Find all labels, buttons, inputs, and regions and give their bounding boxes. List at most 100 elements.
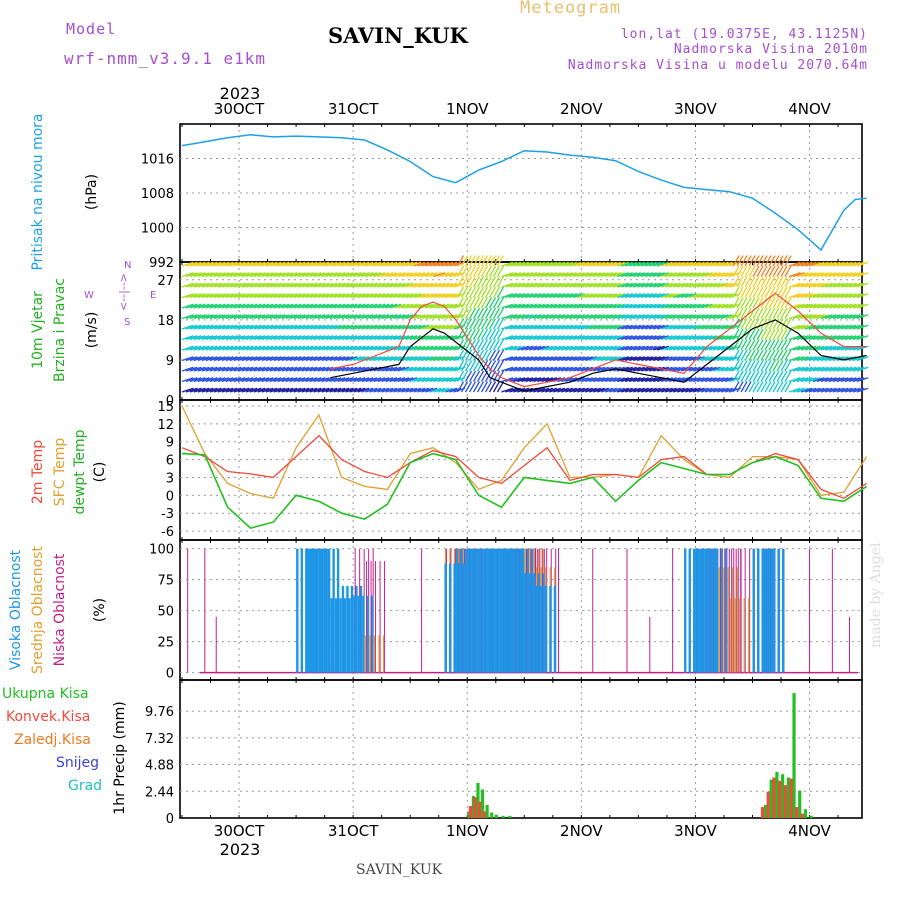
wind-barb — [597, 261, 609, 267]
wind-barb — [708, 272, 721, 278]
wind-barb — [257, 366, 270, 372]
wind-barb — [460, 255, 469, 267]
wind-barb — [333, 314, 346, 320]
wind-barb — [836, 303, 849, 309]
wind-barb — [357, 345, 370, 351]
wind-barb — [557, 293, 570, 299]
wind-barb — [736, 339, 744, 351]
wind-barb — [237, 377, 250, 383]
wind-barb — [492, 339, 501, 351]
wind-barb — [844, 387, 857, 393]
wind-barb — [716, 272, 729, 278]
wind-barb — [333, 377, 346, 383]
wind-barb — [684, 293, 697, 299]
wind-barb — [549, 335, 562, 341]
wind-barb — [744, 255, 752, 267]
wind-barb — [804, 335, 817, 341]
wind-barb — [209, 366, 222, 372]
wind-barb — [792, 345, 805, 351]
wind-barb — [844, 293, 857, 299]
wind-barb — [832, 324, 845, 330]
pressure-tick-label: 1000 — [141, 222, 174, 237]
wind-barb — [209, 303, 222, 309]
wind-barb — [217, 356, 230, 362]
wind-barb — [389, 314, 402, 320]
wind-barb — [597, 377, 609, 383]
wind-barb — [784, 276, 792, 288]
precip-unit: 1hr Precip (mm) — [112, 701, 128, 814]
wind-barb — [309, 377, 322, 383]
wind-barb — [529, 345, 542, 351]
precip-legend-item: Konvek.Kisa — [6, 709, 90, 725]
wind-barb — [460, 286, 469, 298]
wind-barb — [369, 261, 382, 267]
wind-barb — [193, 335, 206, 341]
wind-barb — [480, 307, 489, 319]
wind-barb — [321, 261, 334, 267]
wind-barb — [245, 314, 258, 320]
wind-barb — [760, 381, 768, 393]
wind-barb — [425, 387, 438, 393]
wind-barb — [653, 293, 665, 299]
wind-barb — [417, 261, 430, 267]
wind-barb — [273, 282, 286, 288]
wind-barb — [708, 261, 721, 267]
wind-barb — [341, 366, 354, 372]
wind-barb — [629, 324, 641, 330]
wind-barb — [720, 293, 733, 299]
wind-barb — [641, 356, 653, 362]
pressure-unit: (hPa) — [84, 174, 100, 210]
wind-barb — [337, 377, 350, 383]
high-cloud-bar — [781, 548, 785, 673]
wind-barb — [325, 335, 338, 341]
wind-barb — [581, 282, 593, 288]
wind-barb — [484, 339, 493, 351]
wind-barb — [545, 293, 558, 299]
wind-barb — [720, 314, 733, 320]
wind-barb — [688, 261, 701, 267]
wind-barb — [760, 297, 768, 309]
wind-barb — [649, 387, 661, 393]
wind-barb — [788, 303, 801, 309]
wind-barb — [381, 261, 394, 267]
wind-barb — [185, 293, 198, 299]
wind-barb — [712, 303, 725, 309]
wind-barb — [609, 324, 621, 330]
wind-barb — [772, 339, 780, 351]
wind-barb — [237, 345, 250, 351]
wind-barb — [421, 293, 434, 299]
wind-barb — [445, 293, 458, 299]
wind-barb — [377, 261, 390, 267]
wind-barb — [501, 356, 514, 362]
wind-barb — [844, 366, 857, 372]
wind-barb — [517, 261, 530, 267]
wind-barb — [229, 387, 242, 393]
wind-barb — [816, 345, 829, 351]
wind-barb — [756, 265, 764, 277]
wind-barb — [317, 377, 330, 383]
wind-barb — [269, 272, 282, 278]
wind-barb — [285, 303, 298, 309]
wind-barb — [581, 293, 593, 299]
high-cloud-bar — [501, 548, 504, 673]
wind-barb — [476, 381, 485, 393]
wind-barb — [780, 276, 788, 288]
wind-barb — [329, 345, 342, 351]
wind-barb — [429, 387, 442, 393]
wind-barb — [585, 345, 597, 351]
wind-barb — [840, 366, 853, 372]
wind-barb — [684, 387, 697, 393]
wind-barb — [585, 377, 597, 383]
wind-barb — [812, 335, 825, 341]
wind-barb — [661, 282, 673, 288]
wind-barb — [792, 324, 805, 330]
wind-barb — [533, 314, 546, 320]
wind-barb — [561, 387, 573, 393]
wind-barb — [784, 381, 792, 393]
wind-barb — [820, 377, 833, 383]
wind-barb — [700, 303, 713, 309]
wind-barb — [377, 293, 390, 299]
wind-barb — [780, 255, 788, 267]
wind-barb — [832, 272, 845, 278]
wind-barb — [633, 366, 645, 372]
